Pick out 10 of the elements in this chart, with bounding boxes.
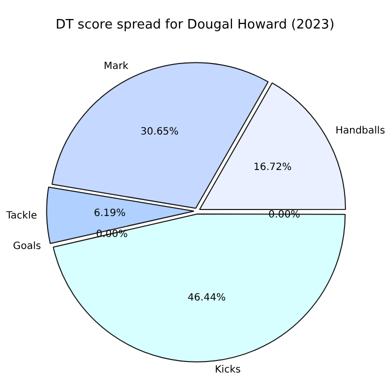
chart-title: DT score spread for Dougal Howard (2023): [56, 17, 334, 32]
category-label: Goals: [12, 241, 41, 252]
data-label: 6.19%: [94, 208, 126, 220]
slice-label: Tackle: [5, 210, 38, 222]
data-label: 30.65%: [140, 126, 179, 138]
data-label: 46.44%: [188, 292, 226, 304]
slice-label: Kicks: [214, 364, 241, 376]
data-label: 16.72%: [253, 162, 292, 173]
slice-label: Handballs: [335, 125, 386, 136]
slice-label: Mark: [104, 60, 129, 72]
